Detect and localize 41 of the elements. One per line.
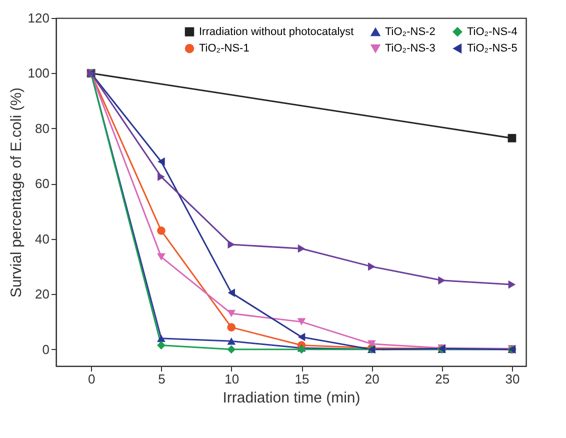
point <box>158 172 165 181</box>
point <box>368 262 376 271</box>
point <box>508 280 516 289</box>
legend-label: TiO₂-NS-4 <box>467 26 518 38</box>
legend-label: TiO₂-NS-1 <box>199 42 250 54</box>
y-tick-label: 60 <box>35 176 50 192</box>
x-tick-label: 20 <box>364 372 380 386</box>
point <box>227 338 236 345</box>
x-tick-label: 10 <box>224 372 240 386</box>
point <box>227 345 236 354</box>
point <box>298 332 306 342</box>
point <box>158 157 165 166</box>
point <box>228 240 235 249</box>
y-tick-label: 80 <box>35 120 50 136</box>
point <box>297 318 306 326</box>
legend-label: Irradiation without photocatalyst <box>199 26 354 38</box>
point <box>438 276 446 285</box>
y-tick-label: 120 <box>28 10 50 26</box>
x-tick-label: 5 <box>158 372 166 386</box>
point <box>227 310 236 318</box>
point <box>157 253 166 261</box>
legend-label: TiO₂-NS-2 <box>385 26 436 38</box>
point <box>157 334 166 342</box>
x-tick-label: 15 <box>294 372 310 386</box>
x-tick-label: 0 <box>88 372 96 386</box>
x-tick-label: 25 <box>435 372 450 386</box>
y-tick-label: 40 <box>35 231 50 246</box>
point <box>508 134 516 142</box>
point <box>228 288 235 297</box>
point <box>298 244 306 253</box>
y-tick-label: 100 <box>28 66 50 81</box>
legend-label: TiO₂-NS-5 <box>467 42 518 54</box>
point <box>157 341 166 350</box>
x-axis-title: Irradiation time (min) <box>222 390 360 406</box>
point <box>227 323 236 332</box>
y-axis-title: Survial percentage of E.coli (%) <box>8 87 25 298</box>
y-tick-label: 20 <box>35 286 50 302</box>
legend-label: TiO₂-NS-3 <box>385 42 436 54</box>
y-tick-label: 0 <box>42 342 50 357</box>
point <box>157 226 166 235</box>
x-tick-label: 30 <box>505 372 520 386</box>
